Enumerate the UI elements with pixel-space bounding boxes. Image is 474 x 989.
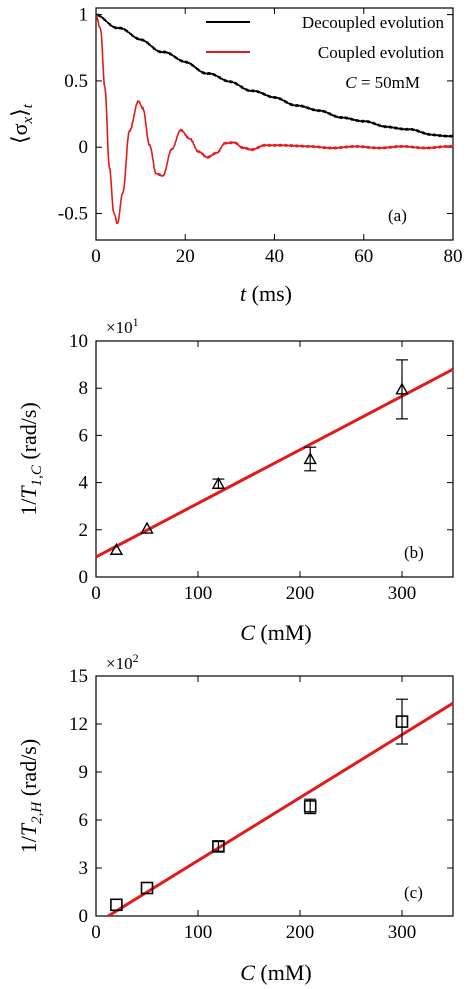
x-tick-label: 80	[444, 246, 463, 267]
y-tick-label: 15	[69, 666, 88, 687]
y-tick-label: 9	[79, 762, 89, 783]
y-tick-label: 0	[79, 137, 89, 158]
x-tick-label: 0	[91, 922, 101, 943]
data-point	[212, 840, 225, 853]
panel-c-series	[107, 698, 454, 918]
panel-a-chart: 0 20 40 60 80 1 0.5 0 -0.5 ⟨σx⟩t t (ms) Decouple…	[7, 5, 463, 306]
panel-a-series	[95, 13, 454, 224]
x-tick-label: 20	[176, 246, 195, 267]
x-tick-label: 200	[286, 922, 315, 943]
y-tick-label: 2	[79, 520, 89, 541]
y-tick-label: 4	[79, 473, 89, 494]
panel-a-annotation: C = 50mM	[345, 73, 420, 92]
panel-b-xlabel: C (mM)	[240, 620, 312, 645]
legend-coupled-label: Coupled evolution	[318, 43, 445, 62]
x-tick-label: 60	[354, 246, 373, 267]
data-point	[211, 476, 226, 489]
y-tick-label: 8	[79, 378, 89, 399]
fit-line	[107, 701, 454, 918]
x-tick-label: 300	[388, 922, 417, 943]
panel-c-xlabel: C (mM)	[240, 960, 312, 985]
panel-b-series	[95, 359, 454, 559]
panel-b-chart: 0 100 200 300 0 2 4 6 8 10 ×101 1/T1,C (rad/s) C …	[16, 315, 454, 645]
panel-b-ylabel: 1/T1,C (rad/s)	[16, 402, 45, 516]
panel-c-tag: (c)	[404, 883, 423, 902]
data-point	[140, 521, 154, 534]
series-decoupled-line	[95, 13, 454, 138]
panel-b-frame	[95, 340, 454, 578]
fit-line	[95, 367, 454, 559]
y-tick-label: 10	[69, 331, 88, 352]
x-tick-label: 0	[91, 246, 101, 267]
y-tick-label: 6	[79, 810, 89, 831]
data-point	[395, 715, 409, 728]
panel-a-tag: (a)	[388, 206, 407, 225]
panel-c-frame	[95, 675, 454, 917]
legend-decoupled-label: Decoupled evolution	[302, 13, 445, 32]
x-tick-label: 100	[184, 583, 213, 604]
y-tick-label: 0	[79, 567, 89, 588]
y-tick-label: -0.5	[58, 203, 88, 224]
y-tick-label: 0	[79, 906, 89, 927]
panel-c-ticks: 0 100 200 300 0 3 6 9 12 15	[69, 666, 453, 943]
x-tick-label: 40	[265, 246, 284, 267]
x-tick-label: 200	[286, 583, 315, 604]
x-tick-label: 100	[184, 922, 213, 943]
panel-a-ylabel: ⟨σx⟩t	[7, 103, 36, 144]
y-tick-label: 1	[79, 5, 89, 26]
y-tick-label: 6	[79, 425, 89, 446]
data-point	[395, 382, 409, 395]
panel-c-chart: 0 100 200 300 0 3 6 9 12 15 ×102 1/T2,H (rad/s) C…	[16, 651, 454, 985]
data-point	[110, 898, 123, 912]
panel-b-tag: (b)	[404, 543, 424, 562]
panel-a-xlabel: t (ms)	[240, 281, 292, 306]
data-point	[303, 452, 317, 465]
series-coupled-line	[95, 14, 454, 224]
panel-c-multiplier: ×102	[106, 651, 139, 673]
y-tick-label: 3	[79, 858, 89, 879]
x-tick-label: 300	[388, 583, 417, 604]
panel-c-ylabel: 1/T2,H (rad/s)	[16, 739, 45, 853]
panel-b-multiplier: ×101	[106, 315, 139, 337]
panel-a-legend: Decoupled evolution Coupled evolution	[206, 13, 444, 62]
panel-a-ticks: 0 20 40 60 80 1 0.5 0 -0.5	[58, 5, 463, 267]
y-tick-label: 0.5	[64, 71, 88, 92]
data-point	[109, 542, 124, 555]
panel-b-ticks: 0 100 200 300 0 2 4 6 8 10	[69, 331, 453, 604]
y-tick-label: 12	[69, 714, 88, 735]
data-point	[303, 800, 317, 813]
data-point	[140, 881, 154, 895]
x-tick-label: 0	[91, 583, 101, 604]
